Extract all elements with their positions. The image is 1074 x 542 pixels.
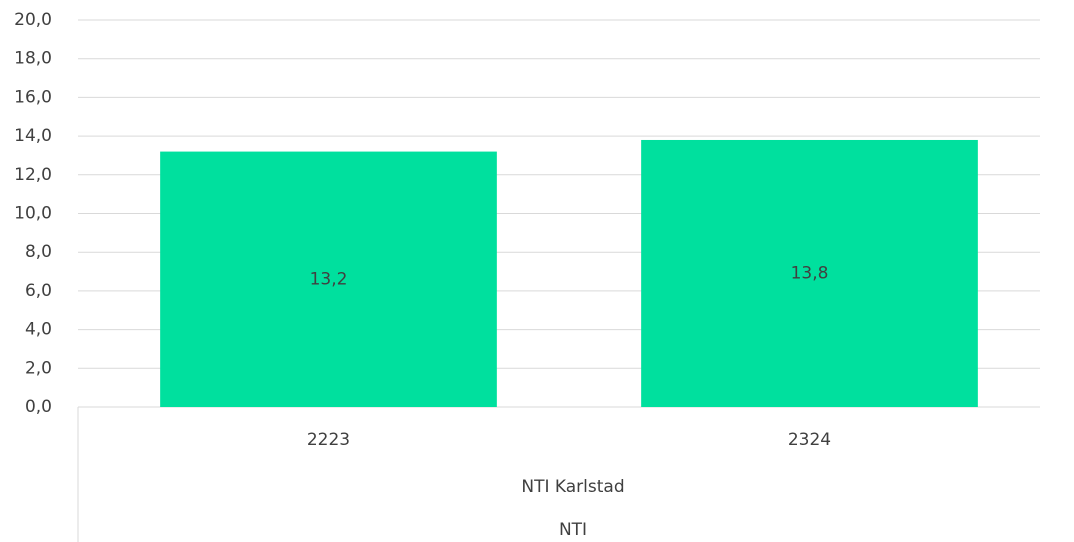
y-tick-label: 12,0	[14, 165, 52, 185]
y-tick-label: 20,0	[14, 10, 52, 30]
y-tick-label: 16,0	[14, 87, 52, 107]
x-tick-label: 2324	[788, 430, 831, 450]
data-label: 13,8	[791, 263, 829, 283]
data-label: 13,2	[310, 269, 348, 289]
y-tick-label: 4,0	[25, 320, 52, 340]
y-tick-label: 18,0	[14, 49, 52, 69]
bar	[160, 151, 497, 407]
y-tick-label: 8,0	[25, 242, 52, 262]
y-tick-label: 10,0	[14, 204, 52, 224]
y-tick-label: 6,0	[25, 281, 52, 301]
x-group-label: NTI Karlstad	[521, 477, 624, 497]
y-tick-label: 2,0	[25, 358, 52, 378]
y-tick-label: 0,0	[25, 397, 52, 417]
y-tick-label: 14,0	[14, 126, 52, 146]
bar	[641, 139, 978, 407]
x-group-label: NTI	[559, 520, 587, 540]
x-tick-label: 2223	[307, 430, 350, 450]
